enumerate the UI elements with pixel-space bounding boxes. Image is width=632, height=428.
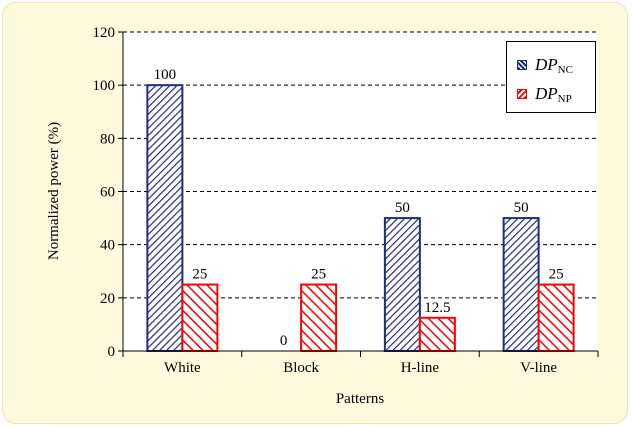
data-label: 25 bbox=[549, 267, 564, 283]
bar-dp-np bbox=[300, 283, 338, 352]
bar-dp-nc bbox=[383, 217, 421, 352]
data-label: 12.5 bbox=[424, 300, 450, 316]
legend-label-dp-np: DPNP bbox=[535, 83, 572, 105]
y-tick-label: 100 bbox=[93, 78, 116, 94]
bar-dp-np bbox=[418, 316, 456, 353]
legend-swatch-dp-nc bbox=[517, 60, 527, 70]
legend-item-dp-nc: DPNC bbox=[517, 54, 573, 76]
data-label: 25 bbox=[192, 267, 207, 283]
y-tick-label: 40 bbox=[100, 238, 115, 254]
bar-dp-np bbox=[181, 283, 219, 352]
bar-dp-nc bbox=[502, 217, 540, 352]
y-tick-label: 120 bbox=[93, 25, 116, 41]
x-tick-label: V-line bbox=[520, 360, 557, 376]
y-tick-label: 0 bbox=[108, 344, 116, 360]
x-tick-label: White bbox=[164, 360, 201, 376]
data-label: 100 bbox=[154, 67, 177, 83]
x-axis-label: Patterns bbox=[336, 391, 384, 407]
y-tick-label: 20 bbox=[100, 291, 115, 307]
y-tick-label: 60 bbox=[100, 185, 115, 201]
legend-item-dp-np: DPNP bbox=[517, 83, 572, 105]
x-tick-label: Block bbox=[283, 360, 319, 376]
y-axis-label: Normalized power (%) bbox=[46, 122, 62, 260]
x-tick-label: H-line bbox=[401, 360, 440, 376]
legend-swatch-dp-np bbox=[517, 89, 527, 99]
legend: DPNC DPNP bbox=[506, 41, 596, 113]
legend-label-dp-nc: DPNC bbox=[535, 54, 573, 76]
bar-dp-np bbox=[537, 283, 575, 352]
data-label: 25 bbox=[311, 267, 326, 283]
data-label: 0 bbox=[280, 333, 288, 349]
data-label: 50 bbox=[514, 200, 529, 216]
data-label: 50 bbox=[395, 200, 410, 216]
y-tick-label: 80 bbox=[100, 131, 115, 147]
bar-dp-nc bbox=[146, 84, 184, 353]
